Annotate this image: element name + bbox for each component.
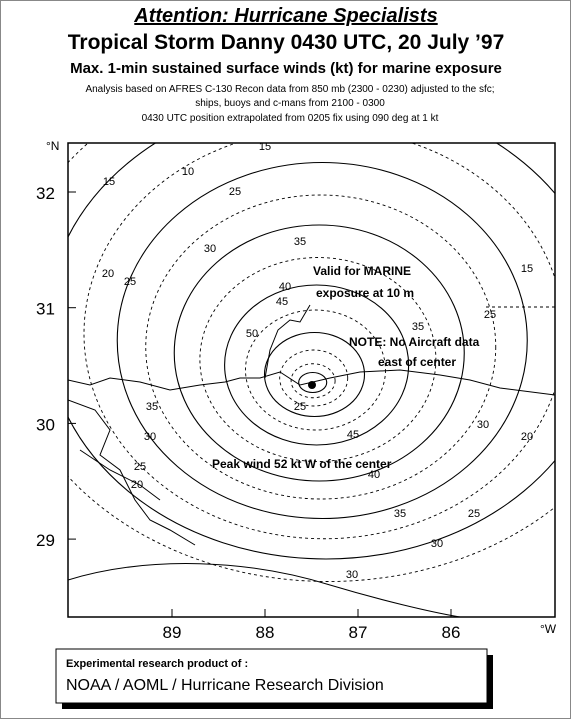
- annotation: NOTE: No Aircraft data: [349, 335, 480, 349]
- isotach-label: 40: [368, 469, 380, 481]
- isotach: [83, 143, 555, 540]
- isotach-label: 25: [134, 461, 146, 473]
- coastline: [68, 369, 555, 396]
- isotach-label: 50: [246, 328, 258, 340]
- lon-tick-label: 86: [442, 623, 461, 642]
- coastline: [264, 304, 311, 379]
- lat-tick-label: 29: [36, 531, 55, 550]
- isotach: [173, 224, 465, 482]
- isotach-label: 15: [103, 176, 115, 188]
- isotach-label: 35: [412, 321, 424, 333]
- isotach-label: 25: [468, 508, 480, 520]
- lon-tick-label: 89: [163, 623, 182, 642]
- note: Analysis based on AFRES C-130 Recon data…: [85, 84, 494, 95]
- isotach-label: 30: [144, 431, 156, 443]
- lat-unit: °N: [46, 139, 59, 153]
- isotach-label: 45: [276, 296, 288, 308]
- isotach-label: 25: [294, 401, 306, 413]
- subtitle-2: Max. 1-min sustained surface winds (kt) …: [70, 60, 502, 77]
- isotach: [290, 363, 336, 399]
- isotach: [224, 284, 410, 446]
- subtitle: Tropical Storm Danny 0430 UTC, 20 July ’…: [68, 31, 505, 54]
- lon-tick-label: 88: [256, 623, 275, 642]
- isotach: [68, 143, 555, 560]
- isotach-label: 45: [347, 429, 359, 441]
- map-frame: [67, 142, 556, 618]
- annotation: Valid for MARINE: [313, 264, 411, 278]
- isotach-label: 25: [484, 309, 496, 321]
- isotach: [245, 309, 386, 431]
- isotach: [145, 194, 497, 500]
- note: 0430 UTC position extrapolated from 0205…: [142, 113, 439, 124]
- isotach-label: 20: [131, 479, 143, 491]
- isotach-label: 35: [294, 236, 306, 248]
- isotach-label: 30: [431, 538, 443, 550]
- isotach-label: 40: [279, 281, 291, 293]
- annotation: Peak wind 52 kt W of the center: [212, 457, 392, 471]
- lon-unit: °W: [540, 622, 557, 636]
- isotach: [199, 257, 437, 462]
- lat-tick-label: 31: [36, 300, 55, 319]
- lon-tick-label: 87: [349, 623, 368, 642]
- isotach-label: 25: [124, 276, 136, 288]
- isotach-label: 15: [259, 141, 271, 153]
- footer-text: Experimental research product of :: [66, 658, 248, 670]
- annotation: exposure at 10 m: [316, 286, 414, 300]
- isotach-label: 15: [521, 263, 533, 275]
- annotation: east of center: [378, 355, 456, 369]
- isotach: [68, 143, 555, 582]
- isotach-label: 35: [146, 401, 158, 413]
- title: Attention: Hurricane Specialists: [133, 5, 437, 27]
- storm-center: [308, 381, 316, 389]
- isotach-label: 20: [102, 268, 114, 280]
- isotach: [116, 161, 528, 520]
- isotach: [298, 371, 328, 394]
- note: ships, buoys and c-mans from 2100 - 0300: [195, 98, 385, 109]
- footer-title: NOAA / AOML / Hurricane Research Divisio…: [66, 677, 384, 694]
- isotachs: [68, 143, 555, 617]
- isotach-label: 30: [346, 569, 358, 581]
- footer-box: [55, 648, 488, 704]
- isotach-label: 35: [394, 508, 406, 520]
- lat-tick-label: 32: [36, 184, 55, 203]
- map: °N °W Valid for MARINE exposure at 10 m …: [36, 139, 557, 642]
- coastline: [68, 399, 196, 546]
- lat-tick-label: 30: [36, 415, 55, 434]
- isotach-label: 30: [477, 419, 489, 431]
- coastline: [79, 449, 161, 501]
- isotach: [68, 563, 461, 617]
- isotach-label: 20: [521, 431, 533, 443]
- isotach: [263, 331, 366, 418]
- isotach-label: 25: [229, 186, 241, 198]
- isotach-label: 10: [182, 166, 194, 178]
- isotach-label: 30: [204, 243, 216, 255]
- isotach: [279, 349, 349, 407]
